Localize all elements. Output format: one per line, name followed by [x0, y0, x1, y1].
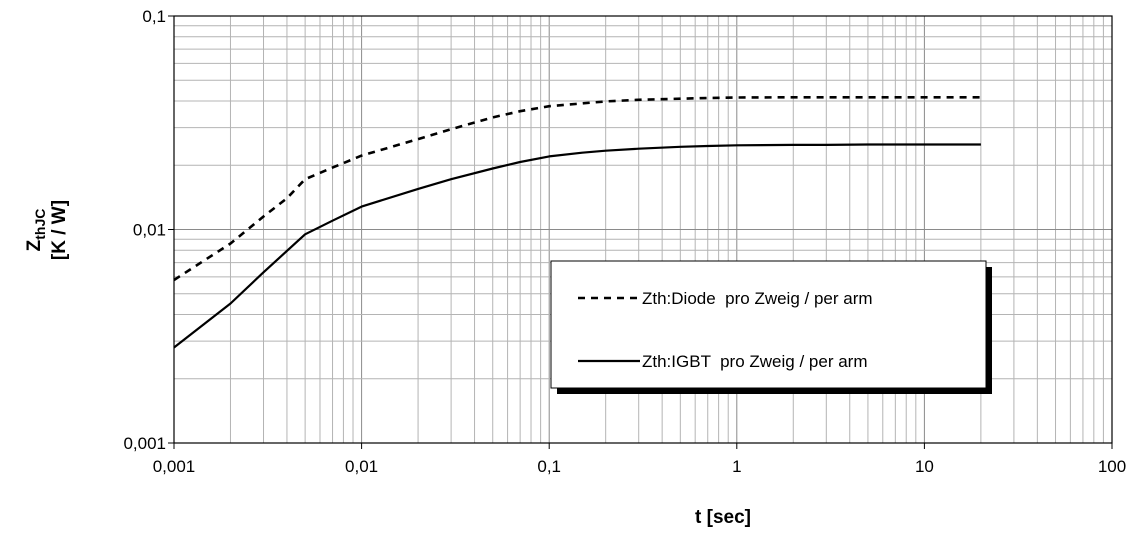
series-line-diode: [173, 96, 981, 282]
x-tick-label: 0,001: [153, 457, 196, 476]
x-tick-label: 0,1: [537, 457, 561, 476]
x-tick-label: 100: [1098, 457, 1126, 476]
x-tick-labels: 0,001 0,01 0,1 1 10 100: [153, 443, 1126, 476]
x-axis-title: t [sec]: [695, 507, 751, 528]
y-tick-label: 0,1: [142, 7, 166, 26]
x-tick-label: 0,01: [345, 457, 378, 476]
legend-box: [550, 260, 987, 389]
series-line-igbt: [173, 143, 981, 349]
y-axis-title-subscript: thJC: [32, 209, 48, 240]
y-axis-title-unit: [K / W]: [49, 200, 70, 260]
series-lines: [173, 96, 981, 349]
legend: Zth:Diode pro Zweig / per arm Zth:IGBT p…: [550, 260, 992, 394]
y-tick-labels: 0,001 0,01 0,1: [123, 7, 174, 453]
legend-label-diode: Zth:Diode pro Zweig / per arm: [642, 289, 873, 308]
y-axis-title: ZthJC [K / W]: [24, 200, 70, 260]
legend-label-igbt: Zth:IGBT pro Zweig / per arm: [642, 352, 867, 371]
y-tick-label: 0,01: [133, 221, 166, 240]
y-axis-title-main: Z: [24, 239, 45, 251]
y-tick-label: 0,001: [123, 434, 166, 453]
x-tick-label: 1: [732, 457, 741, 476]
x-tick-label: 10: [915, 457, 934, 476]
svg-text:ZthJC: ZthJC: [24, 209, 48, 252]
